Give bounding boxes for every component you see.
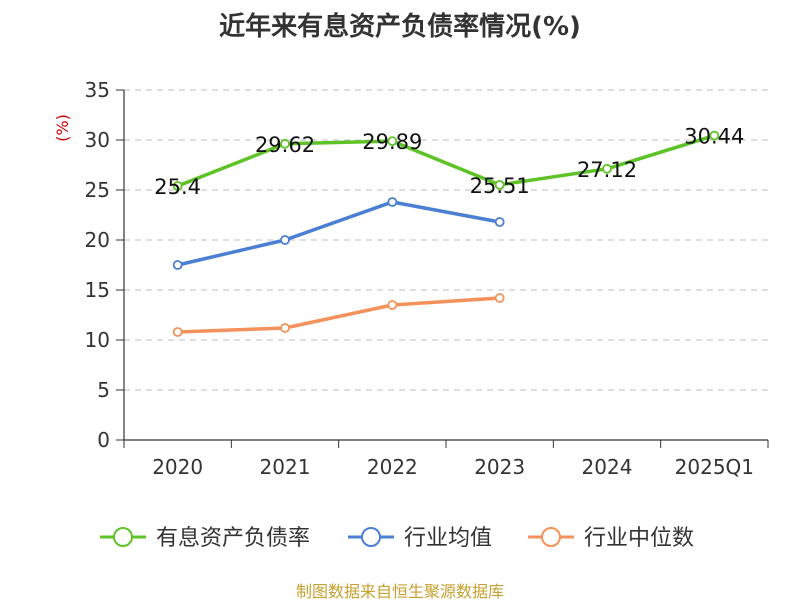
data-point [387, 136, 398, 147]
grid-lines [124, 89, 768, 391]
data-point [172, 260, 183, 270]
data-label: 27.12 [577, 158, 637, 182]
data-point [280, 235, 290, 245]
y-axis-label: (%) [53, 114, 72, 142]
y-tick-label: 15 [85, 278, 110, 302]
data-point [494, 217, 505, 227]
data-point [280, 138, 290, 149]
data-point [602, 163, 612, 174]
data-point [494, 293, 505, 303]
x-tick-label: 2022 [367, 455, 418, 479]
legend-marker [113, 527, 133, 547]
data-point [709, 130, 720, 141]
data-point [387, 300, 398, 310]
series-line [175, 200, 502, 267]
y-tick-label: 0 [97, 428, 110, 452]
chart-title: 近年来有息资产负债率情况(%) [219, 12, 581, 42]
y-tick-label: 35 [85, 78, 110, 102]
legend-label: 有息资产负债率 [156, 526, 310, 551]
legend-marker [361, 527, 381, 547]
legend-label: 行业均值 [404, 526, 492, 551]
data-point [280, 323, 290, 333]
data-label: 25.4 [154, 175, 201, 199]
data-label: 30.44 [684, 125, 744, 149]
legend-marker [541, 527, 561, 547]
legend: 有息资产负债率 行业均值 行业中位数 [100, 526, 694, 551]
x-tick-label: 2020 [152, 455, 203, 479]
data-point [387, 197, 398, 207]
source-note: 制图数据来自恒生聚源数据库 [295, 582, 504, 601]
data-point [494, 179, 505, 190]
data-label: 25.51 [470, 174, 530, 198]
data-point [172, 327, 183, 337]
x-tick-label: 2023 [474, 455, 525, 479]
data-label: 29.62 [255, 133, 315, 157]
y-tick-label: 20 [85, 228, 110, 252]
series-line [175, 133, 717, 188]
series-line [175, 296, 502, 334]
y-tick-label: 10 [85, 328, 110, 352]
y-tick-label: 5 [97, 378, 110, 402]
x-tick-label: 2024 [582, 455, 633, 479]
series-lines [172, 130, 720, 337]
x-tick-label: 2025Q1 [675, 455, 754, 479]
data-labels: 25.4 29.62 29.89 25.51 27.12 30.44 [154, 125, 744, 199]
y-tick-label: 30 [85, 128, 110, 152]
y-tick-label: 25 [85, 178, 110, 202]
data-point [172, 181, 183, 191]
data-label: 29.89 [362, 130, 422, 154]
axes: 0 5 10 15 20 25 30 35 (%) 2020 2021 2022 2023 2024 202… [53, 78, 769, 479]
legend-label: 行业中位数 [584, 526, 694, 551]
x-tick-label: 2021 [260, 455, 311, 479]
